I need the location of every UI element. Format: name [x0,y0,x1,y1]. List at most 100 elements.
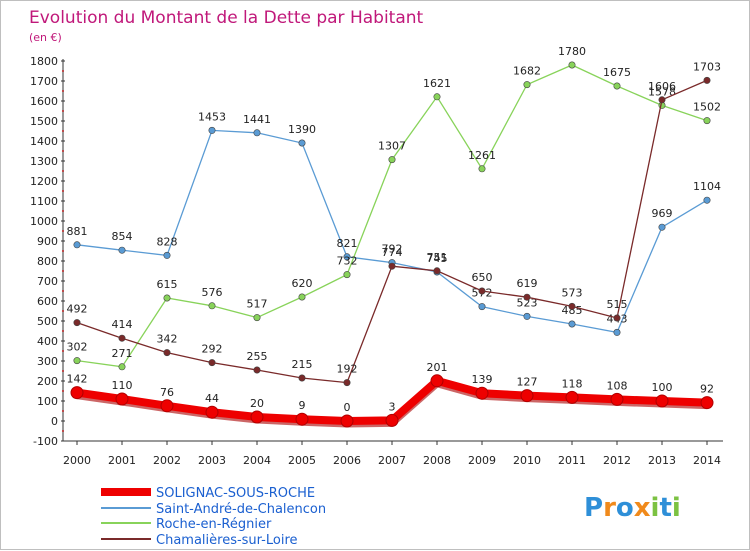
data-point [475,386,489,400]
x-tick-label: 2009 [468,454,496,467]
data-point [478,165,486,173]
data-label: 792 [382,243,403,256]
y-tick-label: 600 [37,295,58,308]
data-point [478,303,486,311]
data-point [298,293,306,301]
data-label: 201 [427,361,448,374]
data-label: 615 [157,278,178,291]
y-tick-label: 100 [37,395,58,408]
data-label: 821 [337,237,358,250]
legend-label: Roche-en-Régnier [156,517,272,532]
data-point [655,394,669,408]
data-point [340,414,354,428]
data-label: 1578 [648,85,676,98]
chart-title: Evolution du Montant de la Dette par Hab… [29,8,424,28]
y-tick-label: 1600 [30,95,58,108]
data-point [118,363,126,371]
data-label: 1441 [243,113,271,126]
data-label: 881 [67,225,88,238]
y-tick-label: 1700 [30,75,58,88]
data-label: 9 [299,399,306,412]
data-label: 142 [67,373,88,386]
data-point [568,302,576,310]
data-point [613,328,621,336]
data-label: 127 [517,376,538,389]
data-point [568,61,576,69]
data-point [163,349,171,357]
data-point [343,379,351,387]
data-point [388,262,396,270]
y-tick-label: 0 [51,415,58,428]
y-tick-label: 1300 [30,155,58,168]
y-tick-label: -100 [33,435,58,448]
y-tick-label: 400 [37,335,58,348]
data-label: 139 [472,373,493,386]
series-3: 492 414 342 292 255 215 192 774 751 650 619 573 515 1… [67,60,721,387]
data-label: 745 [427,252,448,265]
x-tick-label: 2013 [648,454,676,467]
y-tick-label: 1400 [30,135,58,148]
data-label: 1675 [603,66,631,79]
data-point [163,251,171,259]
data-point [343,253,351,261]
x-tick-label: 2000 [63,454,91,467]
data-label: 751 [427,251,448,264]
data-point [613,82,621,90]
proxiti-logo: Proxiti [584,493,681,523]
data-label: 1502 [693,101,721,114]
data-point [118,246,126,254]
data-label: 192 [337,363,358,376]
data-label: 523 [517,296,538,309]
data-label: 619 [517,277,538,290]
series-1: 8818548281453144113908217927455725234854… [67,110,721,336]
x-tick-label: 2003 [198,454,226,467]
x-tick-label: 2005 [288,454,316,467]
data-label: 100 [652,381,673,394]
series-layer: 8818548281453144113908217927455725234854… [67,45,721,428]
legend: SOLIGNAC-SOUS-ROCHESaint-André-de-Chalen… [101,486,326,548]
data-point [253,314,261,322]
data-point [568,320,576,328]
data-label: 255 [247,350,268,363]
data-point [208,359,216,367]
legend-label: Saint-André-de-Chalencon [156,502,326,517]
data-label: 44 [205,392,219,405]
data-point [298,139,306,147]
data-point [208,126,216,134]
x-tick-label: 2010 [513,454,541,467]
x-tick-label: 2001 [108,454,136,467]
data-label: 108 [607,379,628,392]
data-label: 20 [250,397,264,410]
data-point [253,366,261,374]
data-label: 1307 [378,140,406,153]
data-label: 620 [292,277,313,290]
data-point [610,392,624,406]
y-tick-label: 500 [37,315,58,328]
series-2: 302 271 615 576 517 620 732 1307 1621 1261 1682 178… [67,45,721,371]
data-label: 342 [157,333,178,346]
data-label: 732 [337,255,358,268]
data-point [70,386,84,400]
x-tick-label: 2008 [423,454,451,467]
data-point [295,412,309,426]
data-point [253,129,261,137]
data-point [520,389,534,403]
logo-letter: i [672,493,681,523]
data-label: 0 [344,401,351,414]
y-tick-label: 300 [37,355,58,368]
data-label: 92 [700,383,714,396]
x-tick-label: 2002 [153,454,181,467]
data-label: 1453 [198,110,226,123]
data-label: 3 [389,400,396,413]
y-tick-label: 1100 [30,195,58,208]
y-tick-label: 900 [37,235,58,248]
data-label: 576 [202,286,223,299]
data-point [250,410,264,424]
data-label: 118 [562,377,583,390]
data-label: 302 [67,341,88,354]
data-point [658,96,666,104]
data-point [700,396,714,410]
y-tick-label: 200 [37,375,58,388]
